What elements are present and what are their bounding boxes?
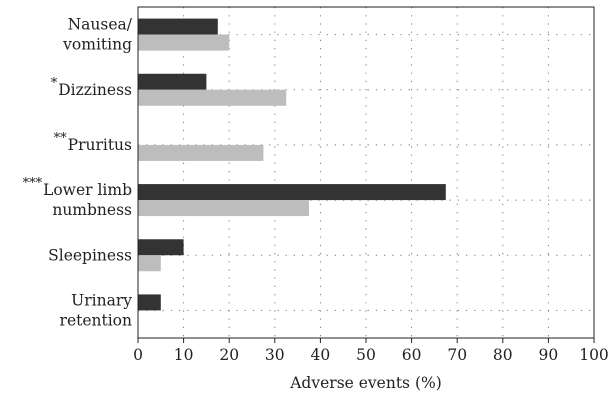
- category-label: Nausea/: [68, 16, 133, 34]
- x-tick-label: 80: [493, 346, 513, 364]
- bar-series-1: [138, 239, 184, 256]
- x-tick-label: 40: [311, 346, 331, 364]
- significance-marker: ***: [23, 176, 43, 191]
- category-label: Sleepiness: [48, 246, 132, 264]
- bar-series-2: [138, 34, 230, 51]
- grid-lines: [138, 7, 594, 338]
- x-tick-label: 70: [447, 346, 467, 364]
- x-tick-label: 0: [133, 346, 143, 364]
- category-label: Dizziness: [58, 81, 132, 99]
- bar-series-2: [138, 200, 309, 217]
- category-label: vomiting: [62, 36, 132, 54]
- category-label: numbness: [52, 201, 132, 219]
- bar-series-2: [138, 89, 287, 106]
- significance-marker: *: [51, 76, 58, 91]
- x-tick-label: 60: [402, 346, 422, 364]
- x-axis-ticks: 0 10 20 30 40 50 60 70 80 90 100: [133, 338, 609, 364]
- x-axis-title: Adverse events (%): [289, 374, 442, 392]
- bar-series-1: [138, 18, 218, 35]
- bar-series-1: [138, 73, 207, 90]
- category-label: Pruritus: [68, 136, 132, 154]
- bars: [138, 18, 446, 311]
- category-label: retention: [60, 311, 132, 329]
- category-label: Urinary: [71, 291, 132, 309]
- x-tick-label: 10: [174, 346, 194, 364]
- category-label: Lower limb: [43, 181, 132, 199]
- bar-series-2: [138, 144, 264, 161]
- bar-series-1: [138, 184, 446, 201]
- x-tick-label: 100: [579, 346, 609, 364]
- significance-marker: **: [54, 131, 68, 146]
- category-labels: Nausea/vomiting Dizziness* Pruritus** Lower…: [23, 16, 133, 330]
- bar-series-1: [138, 294, 161, 311]
- bar-series-2: [138, 255, 161, 272]
- x-tick-label: 30: [265, 346, 285, 364]
- x-tick-label: 20: [219, 346, 239, 364]
- x-tick-label: 50: [356, 346, 376, 364]
- x-tick-label: 90: [539, 346, 559, 364]
